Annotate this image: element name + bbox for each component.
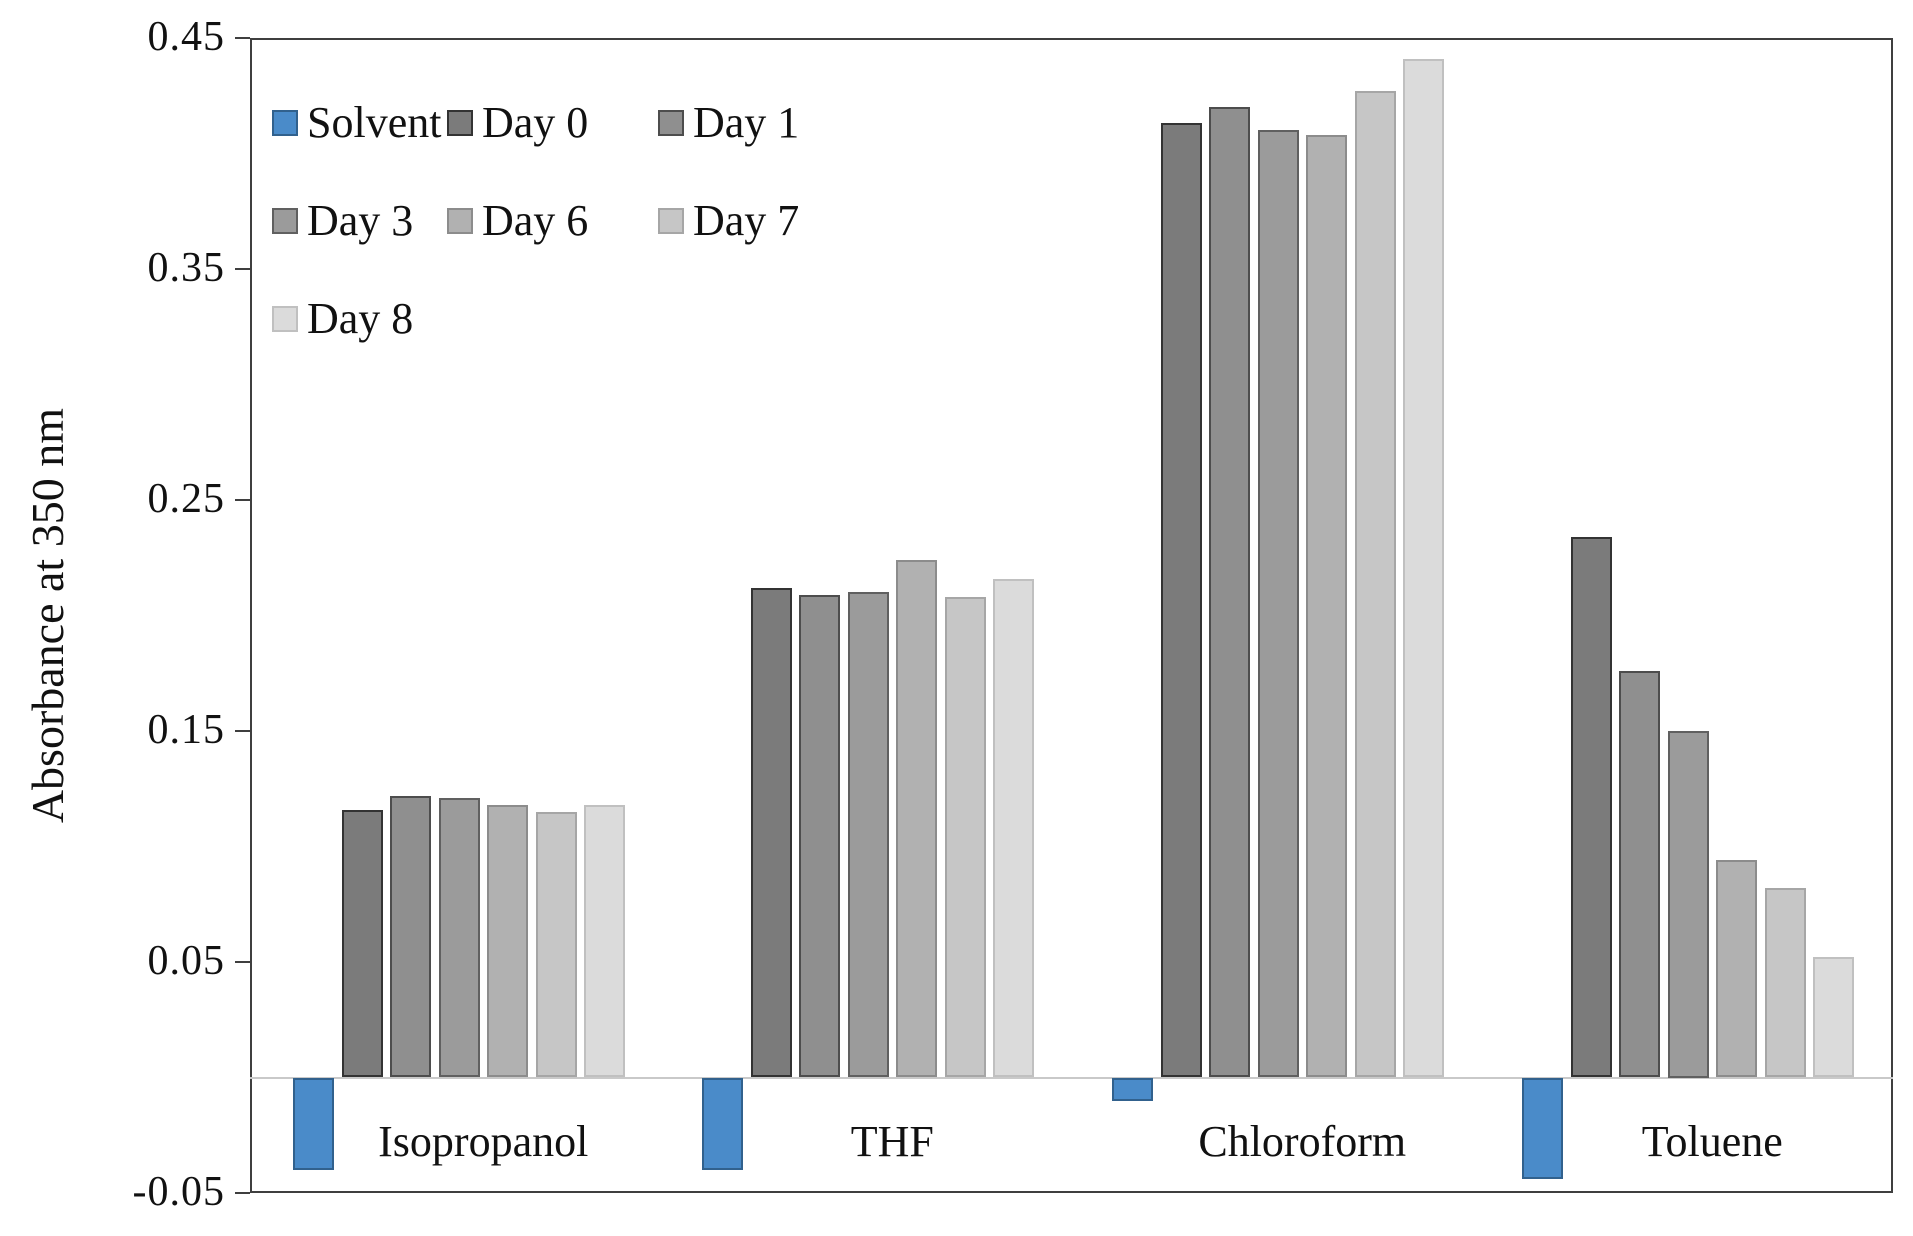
bar-solvent-toluene bbox=[1522, 1077, 1563, 1180]
legend-swatch-day-7 bbox=[658, 208, 684, 234]
y-tick-label: 0.45 bbox=[147, 14, 225, 60]
category-label-isopropanol: Isopropanol bbox=[378, 1116, 589, 1166]
legend-label-day-8: Day 8 bbox=[307, 294, 414, 343]
bar-day-7-toluene bbox=[1764, 888, 1806, 1078]
legend-item-solvent: Solvent bbox=[272, 100, 441, 146]
legend-swatch-day-8 bbox=[272, 306, 298, 332]
y-tick-mark-0.35 bbox=[235, 268, 250, 270]
y-tick-mark-0.45 bbox=[235, 37, 250, 39]
legend-item-day-8: Day 8 bbox=[272, 296, 413, 342]
bar-day-1-thf bbox=[799, 594, 840, 1078]
y-tick-mark-0.15 bbox=[235, 730, 250, 732]
category-label-chloroform: Chloroform bbox=[1198, 1116, 1407, 1166]
legend-label-day-0: Day 0 bbox=[482, 98, 589, 147]
bar-solvent-isopropanol bbox=[293, 1077, 334, 1170]
y-tick-label: 0.15 bbox=[147, 707, 225, 753]
y-tick-mark--0.05 bbox=[235, 1192, 250, 1194]
bar-day-0-chloroform bbox=[1160, 123, 1202, 1078]
y-tick-mark-0.05 bbox=[235, 961, 250, 963]
legend-swatch-day-0 bbox=[447, 110, 473, 136]
y-tick-label: 0.25 bbox=[147, 476, 225, 522]
bar-day-8-chloroform bbox=[1403, 58, 1444, 1078]
bar-day-7-isopropanol bbox=[535, 811, 577, 1078]
legend-item-day-0: Day 0 bbox=[447, 100, 588, 146]
legend-item-day-1: Day 1 bbox=[658, 100, 799, 146]
zero-baseline bbox=[250, 1076, 1893, 1079]
legend-label-day-3: Day 3 bbox=[307, 196, 414, 245]
legend-label-day-6: Day 6 bbox=[482, 196, 589, 245]
legend-label-solvent: Solvent bbox=[307, 98, 442, 147]
bar-day-8-thf bbox=[993, 578, 1034, 1078]
legend-swatch-day-1 bbox=[658, 110, 684, 136]
plot-inner: Isopropanol THF Chloroform Toluene Solvent D… bbox=[250, 38, 1893, 1193]
legend-item-day-7: Day 7 bbox=[658, 198, 799, 244]
bar-day-0-thf bbox=[750, 587, 792, 1078]
bar-day-8-toluene bbox=[1813, 957, 1854, 1078]
legend-label-day-7: Day 7 bbox=[693, 196, 800, 245]
bar-day-6-toluene bbox=[1716, 860, 1757, 1078]
bar-day-6-chloroform bbox=[1306, 135, 1347, 1078]
legend-swatch-day-3 bbox=[272, 208, 298, 234]
category-label-toluene: Toluene bbox=[1641, 1116, 1783, 1166]
bar-day-0-isopropanol bbox=[341, 809, 383, 1078]
y-axis-title: Absorbance at 350 nm bbox=[22, 407, 73, 824]
y-tick-mark-0.25 bbox=[235, 499, 250, 501]
legend-swatch-day-6 bbox=[447, 208, 473, 234]
bar-day-6-thf bbox=[896, 560, 937, 1078]
legend-label-day-1: Day 1 bbox=[693, 98, 800, 147]
y-tick-label: 0.35 bbox=[147, 245, 225, 291]
bar-day-3-toluene bbox=[1667, 731, 1709, 1078]
bar-day-6-isopropanol bbox=[487, 804, 528, 1078]
legend-item-day-6: Day 6 bbox=[447, 198, 588, 244]
bar-day-7-chloroform bbox=[1354, 91, 1396, 1078]
bar-day-1-toluene bbox=[1619, 670, 1660, 1078]
y-tick-label: 0.05 bbox=[147, 938, 225, 984]
bar-day-3-chloroform bbox=[1257, 130, 1299, 1078]
y-tick-label: -0.05 bbox=[132, 1169, 225, 1215]
y-axis-title-wrap: Absorbance at 350 nm bbox=[0, 38, 95, 1193]
legend-swatch-solvent bbox=[272, 110, 298, 136]
bar-day-3-thf bbox=[847, 592, 889, 1078]
bar-solvent-chloroform bbox=[1112, 1077, 1153, 1101]
legend-item-day-3: Day 3 bbox=[272, 198, 413, 244]
bar-day-3-isopropanol bbox=[438, 797, 480, 1078]
bar-day-8-isopropanol bbox=[584, 804, 625, 1078]
bar-solvent-thf bbox=[702, 1077, 743, 1170]
bar-day-1-chloroform bbox=[1209, 107, 1250, 1078]
bar-day-0-toluene bbox=[1570, 536, 1612, 1078]
category-label-thf: THF bbox=[850, 1116, 934, 1166]
bar-day-1-isopropanol bbox=[390, 795, 431, 1078]
plot-area: Isopropanol THF Chloroform Toluene Solvent D… bbox=[250, 38, 1893, 1193]
bar-day-7-thf bbox=[944, 597, 986, 1078]
